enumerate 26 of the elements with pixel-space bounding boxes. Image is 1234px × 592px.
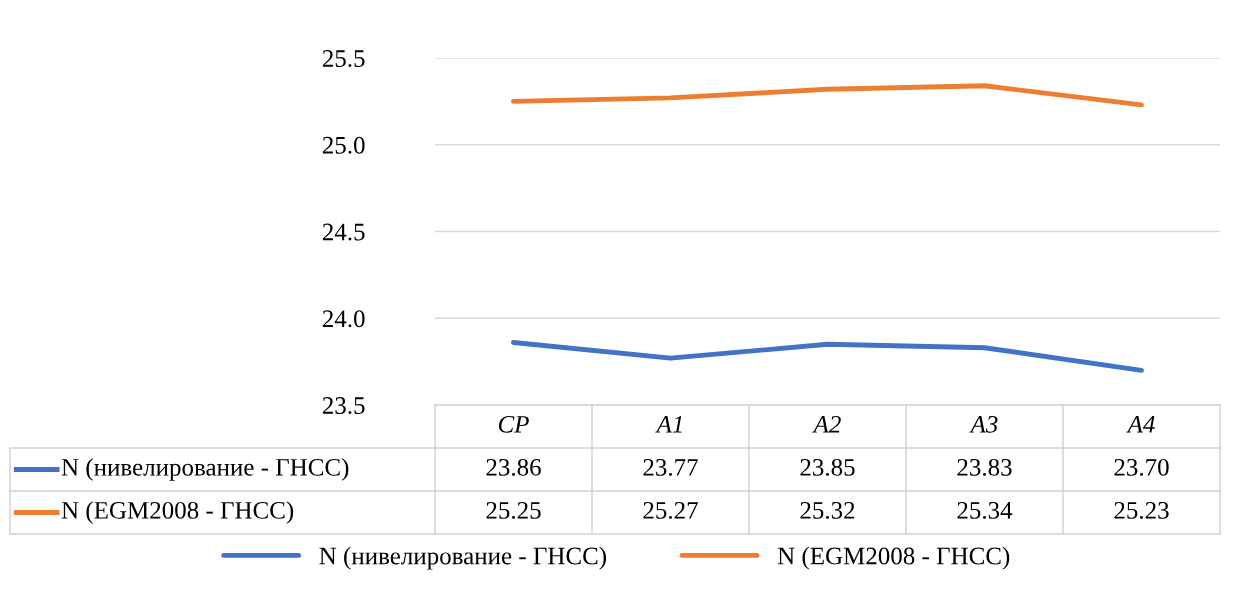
y-tick-label: 24.5: [322, 223, 365, 241]
data-label: 25.25: [486, 501, 541, 519]
data-label: 23.86: [486, 458, 541, 476]
x-tick-label: A1: [655, 416, 682, 433]
text: N (нивелирование - ГНСС): [61, 458, 349, 481]
data-label: 25.27: [643, 501, 698, 519]
data-label: 25.34: [957, 501, 1013, 519]
x-tick-label: CP: [498, 415, 529, 433]
y-tick-label: 25.0: [322, 136, 365, 154]
text: N (EGM2008 - ГНСС): [61, 501, 294, 524]
x-tick-label: A3: [969, 415, 998, 433]
line-series: [511, 340, 1144, 373]
y-tick-label: 24.0: [322, 310, 365, 328]
x-tick-label: A4: [1126, 416, 1155, 433]
data-label: 25.32: [800, 501, 855, 519]
data-label: 23.85: [800, 458, 855, 476]
data-label: 25.23: [1114, 501, 1169, 519]
data-label: 23.70: [1114, 458, 1169, 476]
y-tick-label: 25.5: [322, 50, 365, 68]
legend-label: N (нивелирование - ГНСС): [319, 546, 606, 570]
legend-label: N (EGM2008 - ГНСС): [777, 546, 1010, 570]
x-tick-label: A2: [812, 415, 841, 433]
data-label: 23.83: [957, 458, 1012, 476]
line-series: [511, 83, 1144, 108]
y-tick-label: 23.5: [322, 397, 365, 415]
data-label: 23.77: [643, 458, 698, 476]
